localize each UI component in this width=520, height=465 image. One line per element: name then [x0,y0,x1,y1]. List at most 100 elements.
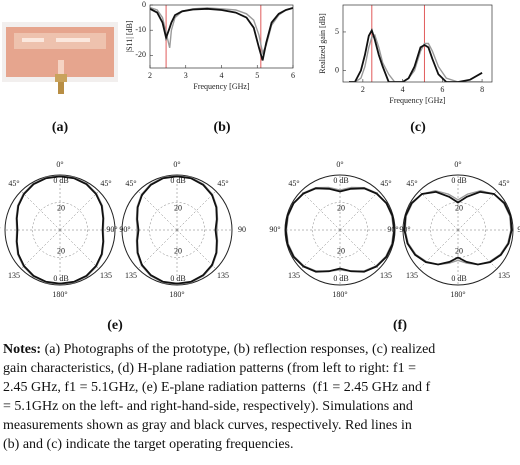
radial-grid-circle [32,202,88,258]
radial-label: 20 [337,246,345,255]
x-tick-label: 6 [291,71,295,80]
figure: (a) (b) (c) (e) (f) 2 3 4 5 6 -20 -10 0 Frequency [GH… [0,0,520,333]
angle-label: 135 [380,271,392,280]
radial-label: 0 dB [53,274,68,283]
angle-label: 180° [169,290,184,299]
x-tick-label: 5 [255,71,259,80]
angle-label: 0° [56,160,63,169]
angle-grid-line [176,229,217,270]
radial-label: 20 [57,246,65,255]
caption-text: (a) Photographs of the prototype, (b) re… [44,342,436,357]
angle-grid-line [457,190,498,231]
angle-grid-line [339,190,380,231]
angle-grid-line [300,190,341,231]
angle-label: 135 [217,271,229,280]
series-line [150,7,293,61]
angle-label: 0° [336,160,343,169]
pattern-curve [15,175,105,285]
series-line [150,6,293,56]
radial-label: 0 dB [451,274,466,283]
x-axis-label: Frequency [GHz] [389,96,446,105]
angle-label: 135 [125,271,137,280]
caption-line: Notes: (a) Photographs of the prototype,… [3,340,435,359]
caption-line: measurements shown as gray and black cur… [3,418,412,433]
y-axis-label: |S11| [dB] [125,20,134,52]
panel-label: (b) [213,120,230,135]
angle-label: 45° [100,179,111,188]
angle-label: 45° [8,179,19,188]
trace-detail [22,38,44,42]
pattern-curve [284,187,396,273]
caption-line: gain characteristics, (d) H-plane radiat… [3,361,416,376]
panel-label: (f) [393,318,407,333]
radial-label: 20 [57,203,65,212]
angle-grid-line [20,190,61,231]
radial-grid-circle [312,202,368,258]
angle-label: 90 [238,225,246,234]
panel-label: (c) [410,120,426,135]
angle-label: 90° [387,225,398,234]
angle-label: 135 [498,271,510,280]
y-axis-label: Realized gain [dB] [318,13,327,74]
radial-label: 0 dB [170,274,185,283]
angle-label: 90° [0,225,1,234]
radial-label: 0 dB [333,274,348,283]
x-tick-label: 3 [184,71,188,80]
angle-label: 135 [8,271,20,280]
radial-label: 20 [455,203,463,212]
angle-grid-line [20,229,61,270]
y-tick-label: 0 [142,0,146,9]
y-tick-label: 0 [335,65,339,74]
radial-label: 20 [174,203,182,212]
caption-line: = 5.1GHz on the left- and right-hand-sid… [3,399,413,414]
panel-label: (a) [52,120,69,135]
caption-lead: Notes: [3,342,42,357]
radial-label: 0 dB [451,176,466,185]
connector [55,74,67,82]
angle-label: 45° [380,179,391,188]
radial-label: 20 [174,246,182,255]
angle-label: 0° [173,160,180,169]
y-tick-label: -20 [135,50,146,59]
series-line [349,33,483,82]
angle-grid-line [300,229,341,270]
angle-label: 180° [450,290,465,299]
radial-label: 20 [455,246,463,255]
photo [2,22,118,94]
feed-line [58,60,64,76]
series-line [349,28,483,82]
plot-frame [342,4,493,83]
angle-grid-line [59,190,100,231]
angle-label: 135 [100,271,112,280]
panel-label: (e) [107,318,123,333]
angle-grid-line [418,190,459,231]
angle-label: 90° [106,225,117,234]
angle-label: 90° [119,225,130,234]
angle-grid-line [176,190,217,231]
angle-label: 45° [217,179,228,188]
plot-frame [149,4,294,69]
radial-grid-circle [402,174,514,286]
radial-grid-circle [149,202,205,258]
y-tick-label: 5 [335,27,339,36]
angle-label: 45° [125,179,136,188]
trace-detail [56,38,90,42]
x-tick-label: 8 [480,85,484,94]
x-tick-label: 4 [401,85,405,94]
radial-label: 0 dB [170,176,185,185]
angle-label: 90° [517,225,520,234]
caption-line: 2.45 GHz, f1 = 5.1GHz, (e) E-plane radia… [3,380,431,395]
angle-grid-line [59,229,100,270]
radial-label: 0 dB [333,176,348,185]
angle-label: 45° [498,179,509,188]
angle-label: 180° [52,290,67,299]
angle-grid-line [137,229,178,270]
x-tick-label: 6 [440,85,444,94]
angle-label: 180° [332,290,347,299]
angle-label: 0° [454,160,461,169]
angle-label: 135 [406,271,418,280]
angle-label: 90° [269,225,280,234]
pattern-curve [403,190,513,266]
x-axis-label: Frequency [GHz] [193,82,250,91]
x-tick-label: 2 [148,71,152,80]
